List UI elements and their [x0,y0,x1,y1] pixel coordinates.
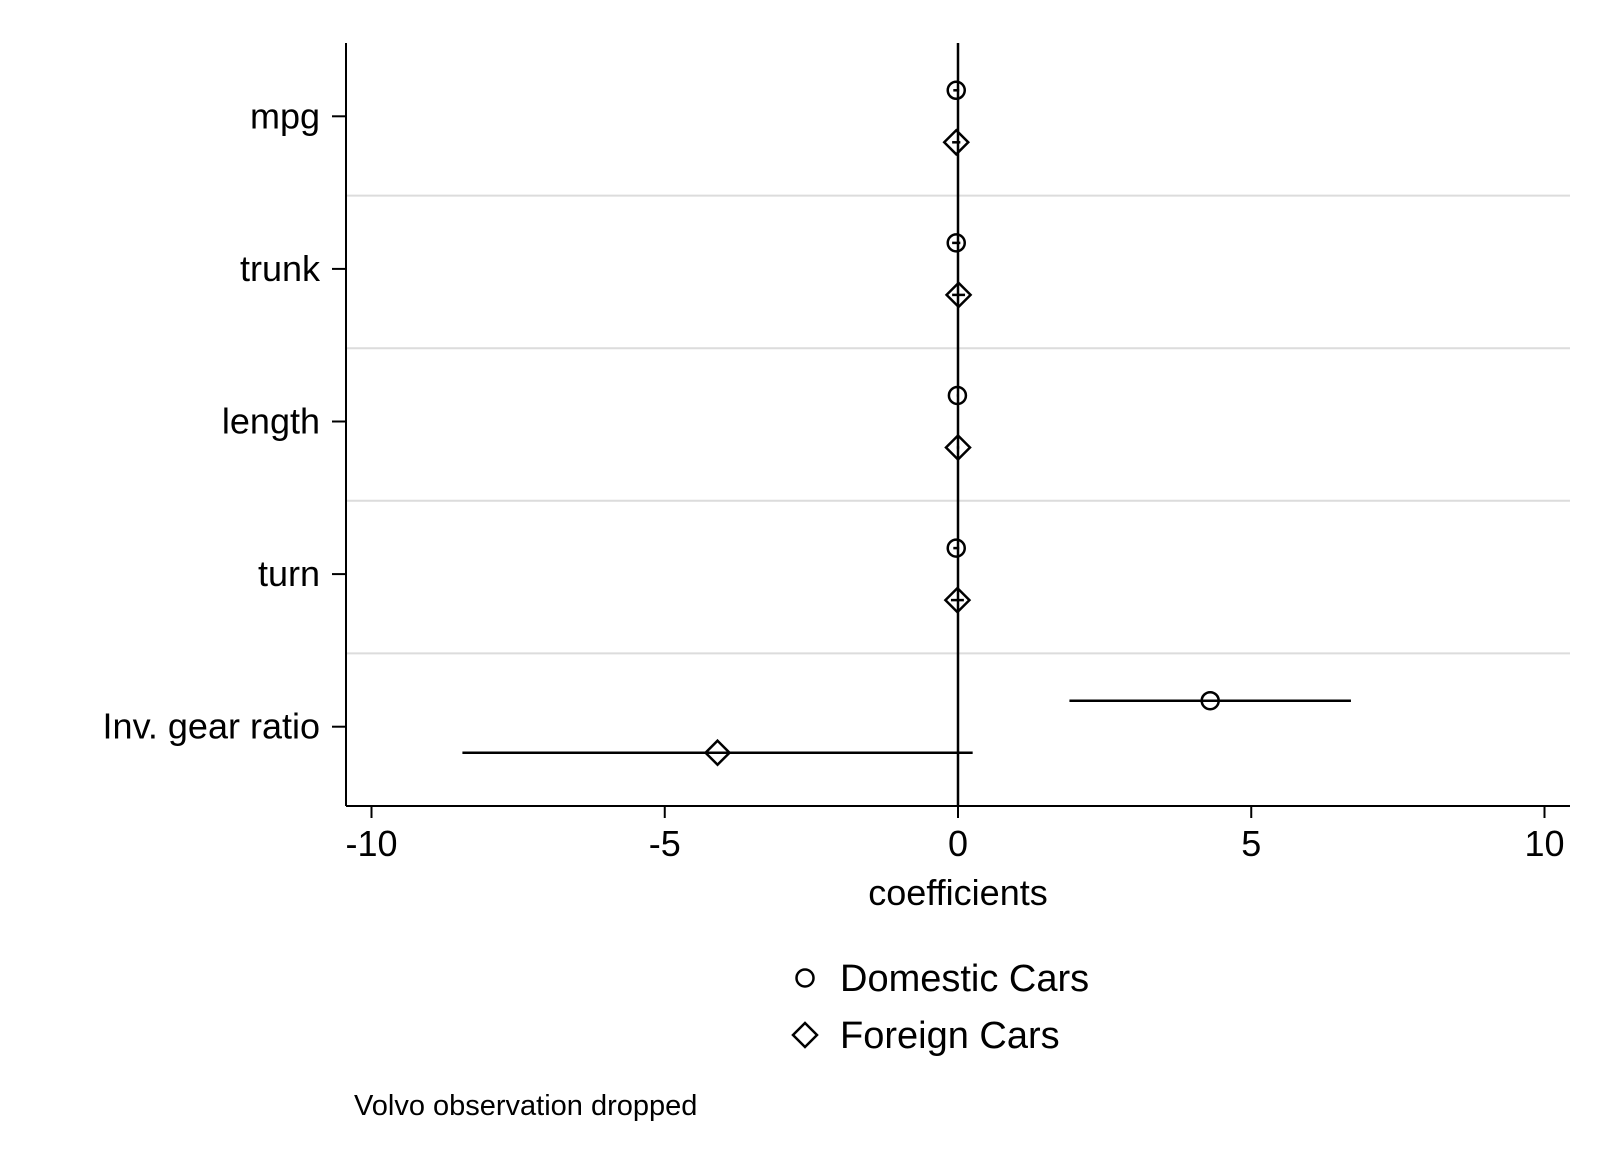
x-tick-label: 10 [1524,823,1564,864]
axes: -10 -5 0 5 10 mpg trunk length turn Inv. gear rat… [103,43,1570,864]
foreign-estimate-point [943,586,972,614]
legend: Domestic Cars Foreign Cars [791,958,1089,1057]
legend-circle-marker [795,968,815,988]
category-label: turn [258,553,320,594]
category-label: mpg [250,95,320,136]
domestic-estimate-point [946,538,966,558]
category-label: trunk [240,248,321,289]
foreign-estimate-point [944,281,973,309]
x-axis-title: coefficients [868,872,1047,913]
domestic-estimate-point [947,385,968,406]
category-label: Inv. gear ratio [103,706,320,747]
x-tick-label: -5 [649,823,681,864]
foreign-estimate-point [944,433,972,462]
legend-label: Foreign Cars [840,1015,1060,1057]
x-tick-label: -10 [345,823,397,864]
domestic-estimate-point [946,233,966,253]
legend-diamond-marker [791,1021,819,1049]
foreign-estimate-point [942,128,971,157]
chart-note: Volvo observation dropped [354,1090,697,1122]
x-tick-label: 5 [1241,823,1261,864]
domestic-estimate-point [946,80,966,101]
x-tick-label: 0 [948,823,968,864]
legend-label: Domestic Cars [840,958,1089,1000]
coefficient-marks [462,80,1351,767]
foreign-estimate-point [703,738,732,767]
category-label: length [222,401,320,442]
domestic-estimate-point [1200,690,1220,711]
